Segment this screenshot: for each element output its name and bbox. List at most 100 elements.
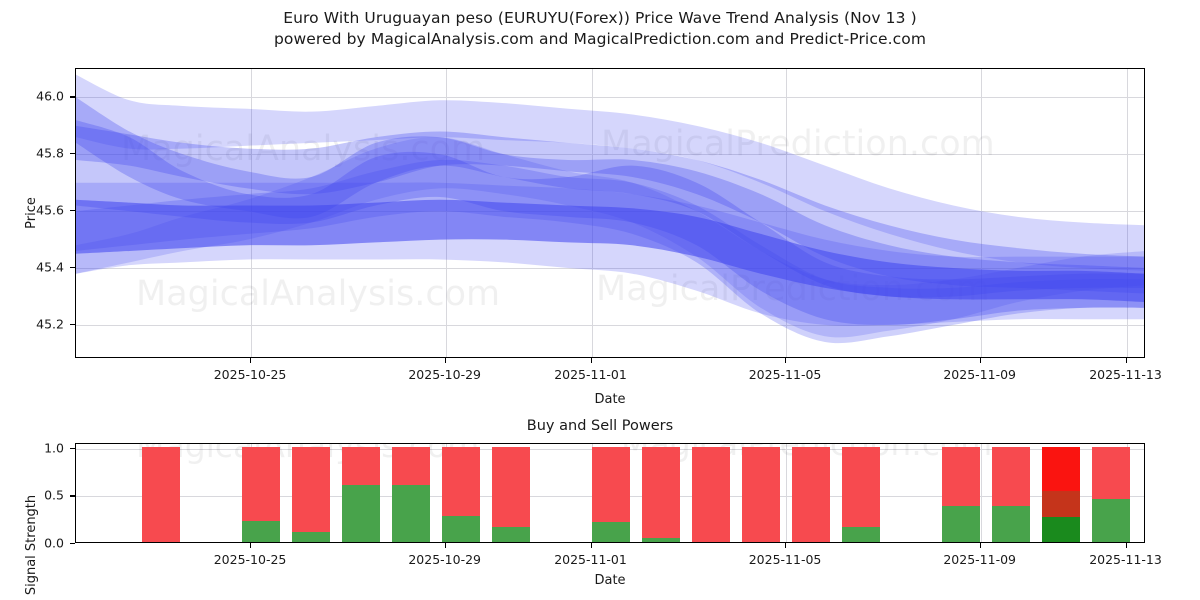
price-ytick-label-3: 45.8 — [36, 145, 64, 161]
price-ytick-mark-1 — [70, 267, 75, 269]
signal-bar[interactable] — [792, 446, 830, 542]
price-gridline-h-4 — [76, 97, 1144, 99]
signal-bar[interactable] — [342, 446, 380, 542]
price-gridline-v-3 — [786, 69, 788, 357]
signal-bar-sell-segment — [442, 446, 480, 517]
signal-chart-plot-area: MagicalAnalysis.com MagicalPrediction.co… — [75, 443, 1145, 543]
signal-bar-sell-segment — [142, 446, 181, 542]
signal-bar-sell-segment — [742, 446, 780, 542]
signal-bar[interactable] — [1092, 446, 1130, 542]
signal-xaxis-title: Date — [594, 573, 626, 588]
wave-band-wave-b — [76, 120, 1144, 325]
price-ytick-mark-4 — [70, 96, 75, 98]
page-subtitle: powered by MagicalAnalysis.com and Magic… — [273, 30, 927, 48]
signal-bar-buy-segment — [292, 531, 330, 542]
signal-bar[interactable] — [1042, 446, 1080, 542]
signal-bar-sell-segment — [942, 446, 980, 506]
signal-xtick-label-3: 2025-11-05 — [748, 552, 822, 567]
signal-xtick-mark-0 — [250, 543, 252, 548]
signal-bar-sell-segment — [992, 446, 1030, 506]
signal-ytick-label-1: 0.5 — [44, 487, 64, 503]
signal-gridline-v-4 — [980, 444, 982, 542]
signal-ytick-label-2: 1.0 — [44, 440, 64, 456]
signal-bar-buy-segment — [392, 484, 430, 542]
signal-ytick-mark-2 — [70, 447, 75, 449]
signal-bar-sell-segment — [392, 446, 430, 485]
price-gridline-h-3 — [76, 154, 1144, 156]
signal-bar-sell-segment — [492, 446, 530, 527]
signal-ytick-label-0: 0.0 — [44, 535, 64, 551]
signal-bar[interactable] — [742, 446, 780, 542]
price-gridline-h-0 — [76, 324, 1144, 326]
signal-bar[interactable] — [242, 446, 280, 542]
price-xtick-label-1: 2025-10-29 — [408, 367, 481, 382]
page-title: Euro With Uruguayan peso (EURUYU(Forex))… — [283, 9, 917, 27]
price-chart-plot-area: MagicalAnalysis.com MagicalPrediction.co… — [75, 68, 1145, 358]
price-yaxis-title: Price — [24, 197, 39, 229]
price-xtick-mark-1 — [444, 358, 446, 363]
signal-bar-sell-segment — [342, 446, 380, 485]
signal-xtick-label-5: 2025-11-13 — [1089, 552, 1162, 567]
wave-band-band-outer-lower — [76, 182, 1144, 326]
signal-bar[interactable] — [442, 446, 480, 542]
price-xtick-label-2: 2025-11-01 — [554, 367, 627, 382]
price-ytick-label-2: 45.6 — [36, 202, 64, 218]
price-wave-bands — [76, 74, 1144, 344]
signal-xtick-mark-4 — [979, 543, 981, 548]
signal-gridline-v-3 — [786, 444, 788, 542]
signal-bar-sell-segment — [842, 446, 880, 527]
wave-band-wave-c — [76, 159, 1144, 344]
signal-bar-sell-segment — [592, 446, 630, 522]
signal-bar[interactable] — [392, 446, 430, 542]
signal-bar-buy-segment — [942, 505, 980, 542]
signal-bar[interactable] — [292, 446, 330, 542]
wave-band-band-core — [76, 199, 1144, 303]
signal-xtick-label-2: 2025-11-01 — [554, 552, 627, 567]
price-xtick-mark-3 — [785, 358, 787, 363]
signal-bar[interactable] — [642, 446, 680, 542]
price-xtick-mark-5 — [1125, 358, 1127, 363]
signal-xtick-label-4: 2025-11-09 — [943, 552, 1016, 567]
signal-bar-sell-segment — [1042, 446, 1080, 491]
price-xtick-label-4: 2025-11-09 — [943, 367, 1016, 382]
signal-bar-sell-segment — [1092, 446, 1130, 500]
price-gridline-v-4 — [980, 69, 982, 357]
signal-bar[interactable] — [992, 446, 1030, 542]
signal-xtick-mark-1 — [444, 543, 446, 548]
wave-band-band-mid-upper — [76, 125, 1144, 294]
signal-bar-buy-segment — [842, 526, 880, 542]
signal-xtick-label-1: 2025-10-29 — [408, 552, 481, 567]
price-xtick-mark-2 — [590, 358, 592, 363]
price-xaxis-title: Date — [594, 392, 626, 407]
signal-bar[interactable] — [492, 446, 530, 542]
price-ytick-mark-0 — [70, 323, 75, 326]
signal-bar-buy-segment — [342, 484, 380, 542]
signal-yaxis-title: Signal Strength — [24, 494, 39, 596]
signal-bar-buy-segment — [492, 526, 530, 542]
signal-bar-buy-segment — [592, 522, 630, 542]
price-ytick-mark-2 — [70, 210, 75, 212]
signal-ytick-mark-0 — [70, 543, 75, 545]
signal-bar[interactable] — [942, 446, 980, 542]
signal-bar[interactable] — [692, 446, 730, 542]
signal-bar-sell-segment — [242, 446, 280, 521]
price-xtick-label-3: 2025-11-05 — [748, 367, 822, 382]
signal-ytick-mark-1 — [70, 495, 75, 497]
signal-bar-sell-segment — [692, 446, 730, 542]
signal-bar[interactable] — [842, 446, 880, 542]
price-ytick-label-0: 45.2 — [36, 316, 64, 332]
price-gridline-h-1 — [76, 268, 1144, 269]
signal-bar-sell-segment — [642, 446, 680, 539]
price-ytick-label-4: 46.0 — [36, 88, 64, 104]
price-xtick-label-0: 2025-10-25 — [213, 367, 287, 382]
price-ytick-label-1: 45.4 — [36, 259, 64, 275]
signal-bar-sell-segment — [292, 446, 330, 532]
signal-xtick-label-0: 2025-10-25 — [213, 552, 287, 567]
signal-bar[interactable] — [142, 446, 181, 542]
signal-bar-buy-segment — [1042, 517, 1080, 542]
signal-bar[interactable] — [592, 446, 630, 542]
price-gridline-v-5 — [1126, 69, 1128, 357]
signal-bar-buy-segment — [442, 516, 480, 542]
wave-band-wave-d — [76, 137, 1144, 338]
